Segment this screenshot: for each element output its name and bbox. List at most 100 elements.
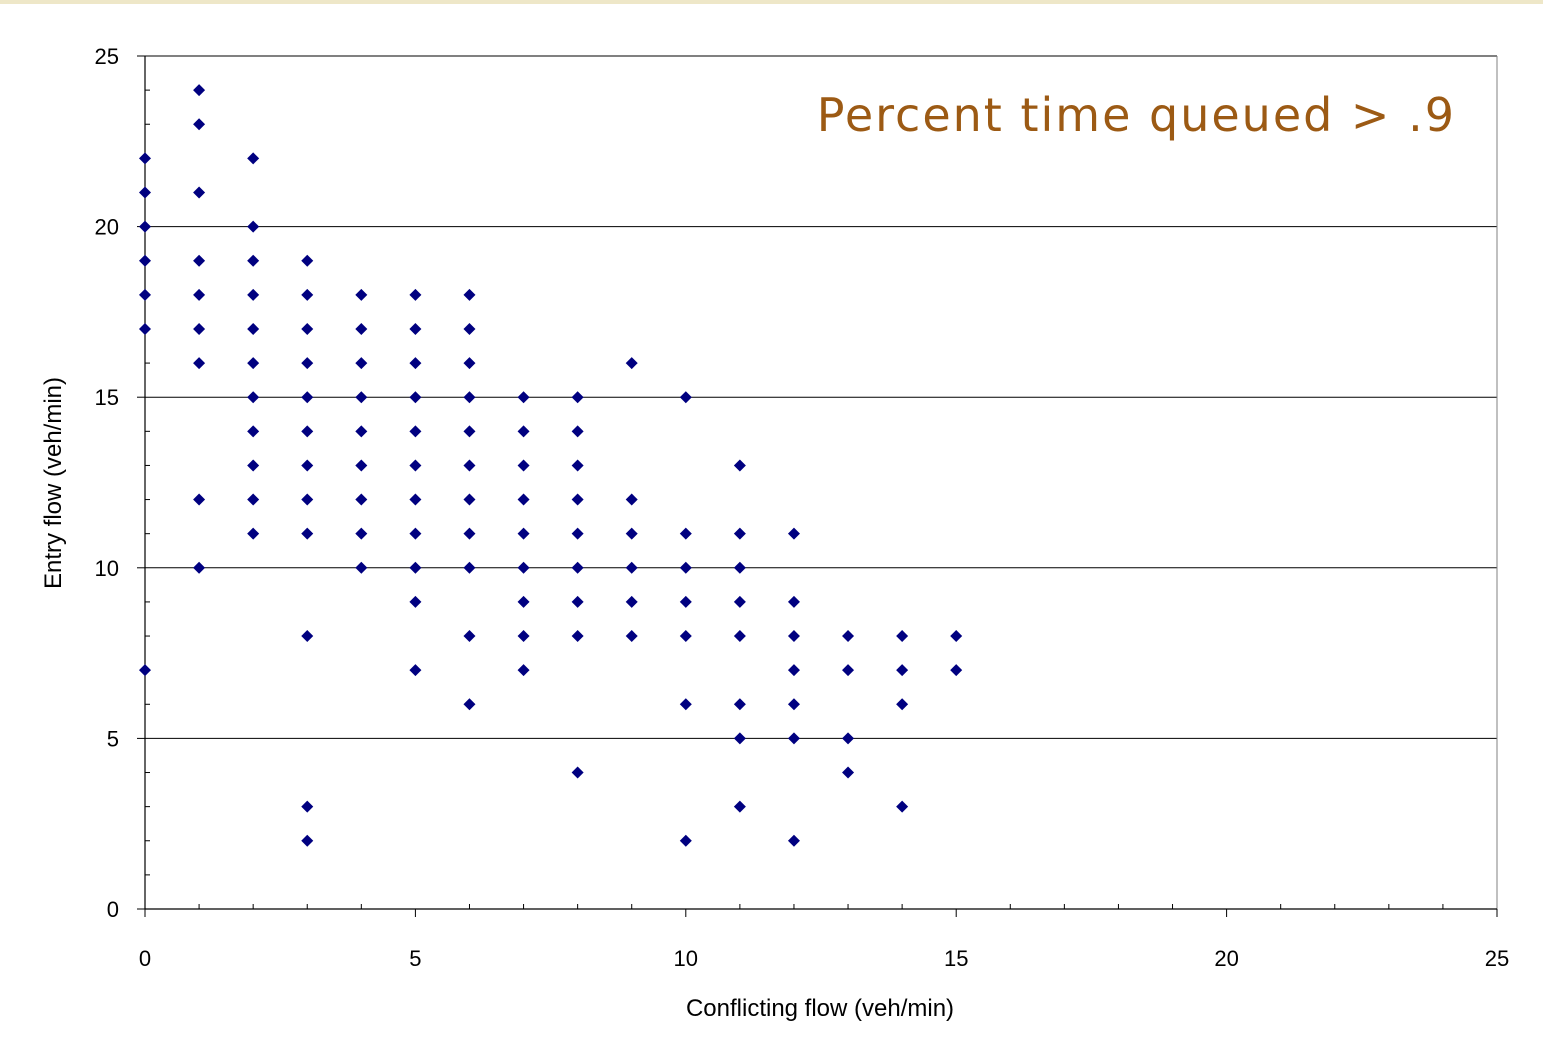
data-point [517, 493, 530, 506]
data-point [842, 630, 855, 643]
data-point [193, 254, 206, 267]
data-point [247, 288, 260, 301]
data-point [842, 732, 855, 745]
data-point [625, 493, 638, 506]
tick-labels: 0 5 10 15 20 25 0 5 10 15 20 25 [95, 44, 1510, 971]
y-tick-label: 15 [95, 385, 119, 410]
data-point [571, 493, 584, 506]
data-point [517, 664, 530, 677]
y-tick-label: 25 [95, 44, 119, 69]
data-point [625, 561, 638, 574]
data-point [517, 425, 530, 438]
data-point [571, 561, 584, 574]
data-point [842, 664, 855, 677]
data-point [247, 152, 260, 165]
data-point [193, 493, 206, 506]
tick-marks [137, 55, 1498, 917]
data-point [409, 561, 422, 574]
data-point [517, 630, 530, 643]
data-point [787, 834, 800, 847]
data-point [463, 561, 476, 574]
data-point [463, 322, 476, 335]
data-point [679, 527, 692, 540]
data-point [733, 698, 746, 711]
data-point [733, 561, 746, 574]
x-axis-title: Conflicting flow (veh/min) [686, 995, 954, 1022]
data-point [139, 220, 151, 233]
data-point [787, 732, 800, 745]
data-point [733, 630, 746, 643]
data-point [842, 766, 855, 779]
x-tick-label: 20 [1214, 946, 1238, 971]
y-tick-label: 10 [95, 556, 119, 581]
data-point [733, 732, 746, 745]
data-point [193, 84, 206, 97]
data-point [247, 357, 260, 370]
data-point [517, 561, 530, 574]
data-point [355, 322, 368, 335]
data-point [355, 561, 368, 574]
data-point [193, 322, 206, 335]
x-tick-label: 25 [1485, 946, 1509, 971]
x-tick-label: 5 [409, 946, 421, 971]
data-point [301, 630, 314, 643]
data-point [247, 254, 260, 267]
data-point [571, 425, 584, 438]
data-point [409, 357, 422, 370]
data-point [463, 288, 476, 301]
data-point [463, 391, 476, 404]
data-point [355, 493, 368, 506]
data-point [571, 391, 584, 404]
data-point [625, 527, 638, 540]
x-tick-label: 15 [944, 946, 968, 971]
data-point [733, 595, 746, 608]
data-point [247, 527, 260, 540]
y-tick-label: 20 [95, 215, 119, 240]
data-point [517, 527, 530, 540]
y-tick-label: 0 [107, 897, 119, 922]
data-point [301, 288, 314, 301]
data-point [409, 391, 422, 404]
data-point [301, 834, 314, 847]
data-point [301, 425, 314, 438]
data-point [625, 357, 638, 370]
data-point [193, 118, 206, 131]
data-point [896, 664, 909, 677]
y-axis-title: Entry flow (veh/min) [40, 377, 67, 589]
data-point [517, 391, 530, 404]
top-rule [0, 0, 1543, 4]
data-point [571, 459, 584, 472]
data-point [625, 630, 638, 643]
data-point [247, 425, 260, 438]
data-point [301, 493, 314, 506]
data-point [355, 357, 368, 370]
data-point [463, 425, 476, 438]
data-point [733, 459, 746, 472]
data-point [409, 425, 422, 438]
data-point [409, 322, 422, 335]
data-point [409, 459, 422, 472]
data-point [193, 288, 206, 301]
data-point [247, 220, 260, 233]
data-point [355, 459, 368, 472]
data-point [787, 595, 800, 608]
data-point [896, 698, 909, 711]
data-point [463, 527, 476, 540]
data-point [355, 288, 368, 301]
data-point [247, 459, 260, 472]
data-point [787, 630, 800, 643]
data-point [247, 493, 260, 506]
data-point [463, 698, 476, 711]
data-point [463, 357, 476, 370]
data-point [301, 800, 314, 813]
data-point [679, 595, 692, 608]
data-point [571, 766, 584, 779]
chart-title: Percent time queued > .9 [817, 88, 1456, 142]
data-point [950, 630, 963, 643]
data-point [517, 595, 530, 608]
data-point [463, 630, 476, 643]
data-point [517, 459, 530, 472]
data-point [301, 459, 314, 472]
data-point [193, 357, 206, 370]
